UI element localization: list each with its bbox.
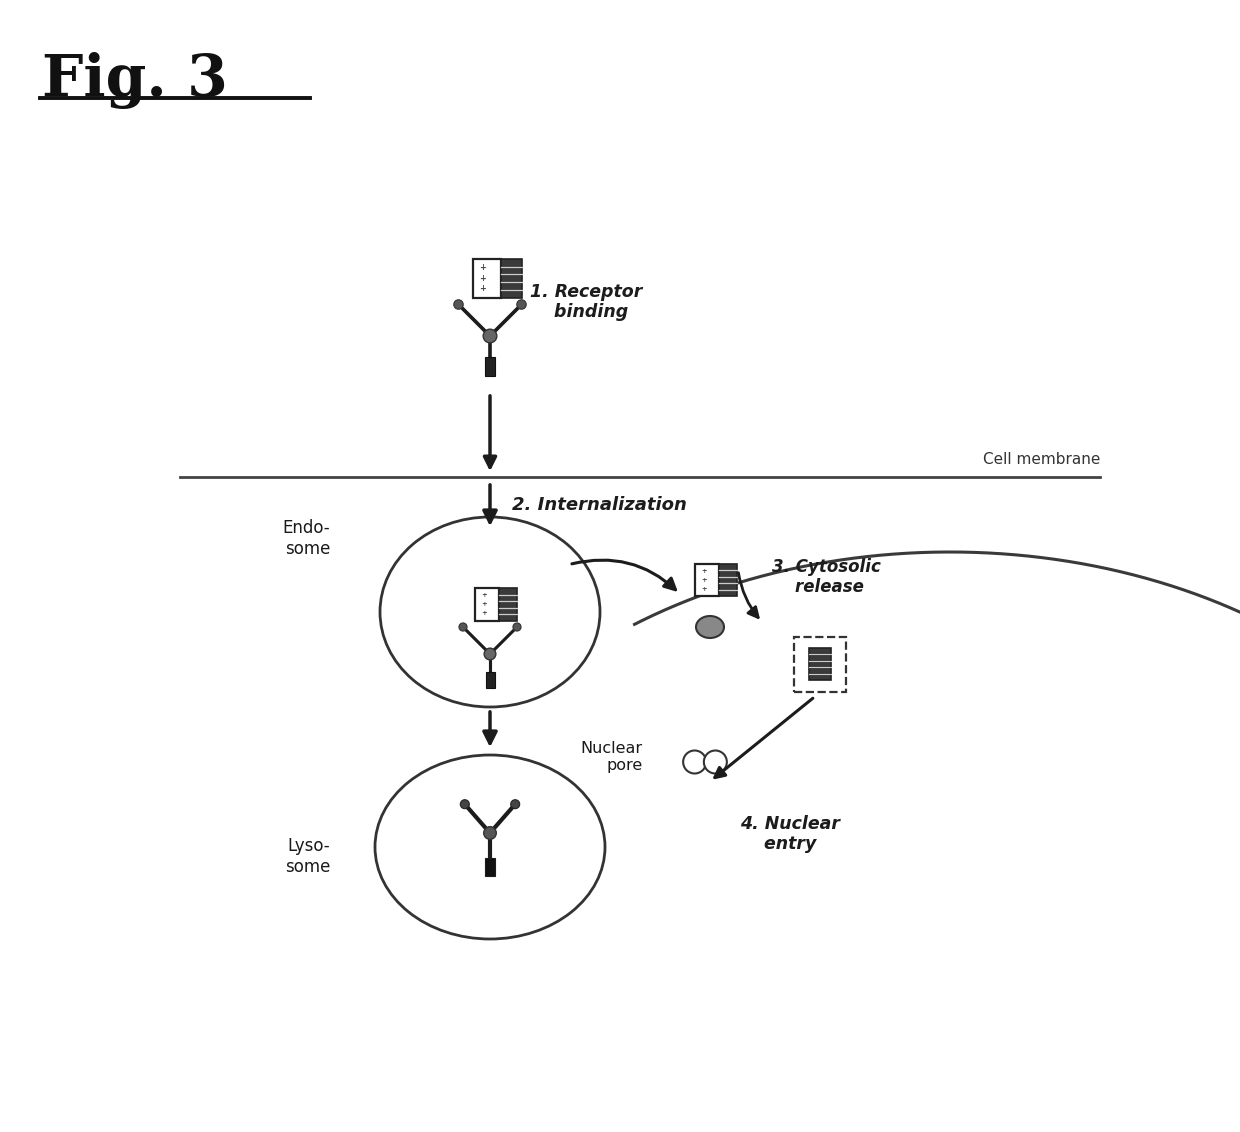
Circle shape [454,300,464,309]
Text: 1. Receptor
    binding: 1. Receptor binding [529,283,642,321]
Bar [485,858,495,876]
Text: +: + [701,585,707,592]
Text: Lyso-
some: Lyso- some [285,837,330,876]
Ellipse shape [374,755,605,940]
Bar [808,648,831,680]
Circle shape [459,623,467,631]
Bar [719,564,737,597]
Text: +: + [481,601,486,608]
Text: 2. Internalization: 2. Internalization [512,496,687,514]
Text: 3. Cytosolic
    release: 3. Cytosolic release [773,558,880,597]
Circle shape [517,300,526,309]
Bar [500,588,517,621]
Circle shape [704,751,727,773]
Circle shape [484,329,497,343]
Text: +: + [479,274,486,283]
Text: +: + [481,592,486,599]
Circle shape [683,751,706,773]
Text: Nuclear
pore: Nuclear pore [580,740,644,773]
Circle shape [513,623,521,631]
FancyBboxPatch shape [794,636,846,692]
Circle shape [484,826,496,839]
Text: +: + [481,610,486,617]
Bar [485,357,495,376]
Ellipse shape [379,517,600,708]
Ellipse shape [696,616,724,638]
Text: +: + [701,568,707,574]
Circle shape [484,649,496,660]
Circle shape [511,799,520,808]
Text: +: + [701,577,707,583]
Bar [472,259,501,298]
Bar [475,588,500,621]
Bar [696,564,719,597]
Text: +: + [479,284,486,293]
Text: Fig. 3: Fig. 3 [42,52,228,109]
Circle shape [460,799,469,808]
Text: Cell membrane: Cell membrane [982,452,1100,468]
Bar [486,672,495,688]
Text: +: + [479,264,486,273]
Text: Endo-
some: Endo- some [283,518,330,558]
Bar [501,259,522,298]
Text: 4. Nuclear
    entry: 4. Nuclear entry [740,815,839,854]
